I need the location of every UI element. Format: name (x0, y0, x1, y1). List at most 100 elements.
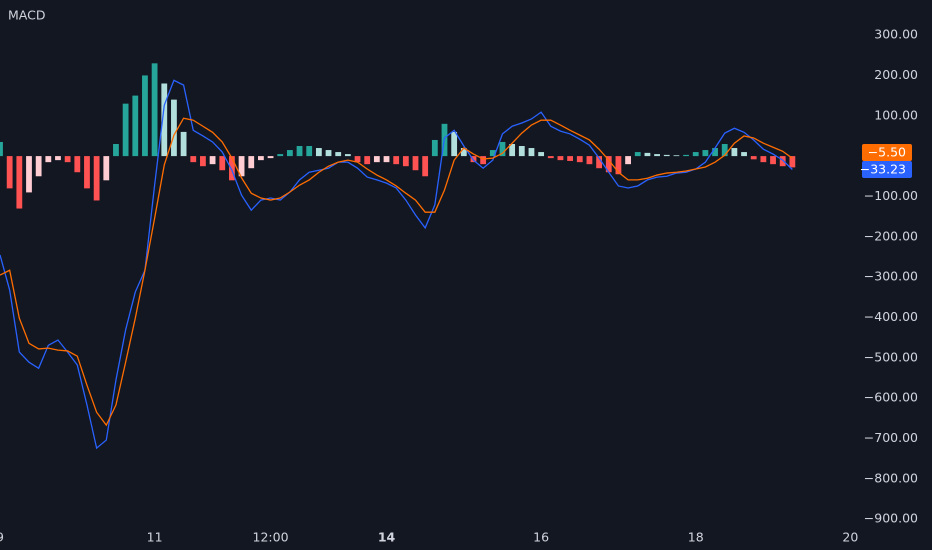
y-tick-label: 100.00 (874, 107, 918, 122)
histogram-bar (151, 63, 158, 157)
histogram-bar (286, 150, 293, 157)
histogram-bar (219, 156, 226, 171)
histogram-bar (6, 156, 13, 189)
histogram-bar (789, 156, 796, 168)
histogram-bar (557, 156, 564, 161)
histogram-bar (567, 156, 574, 161)
histogram-bar (113, 144, 119, 157)
histogram-bar (692, 152, 699, 157)
histogram-bar (547, 156, 554, 159)
histogram-bar (683, 154, 689, 157)
histogram-bar (344, 154, 351, 157)
price-tag-label: −33.23 (860, 162, 906, 177)
histogram-bar (460, 148, 467, 157)
y-tick-label: 200.00 (874, 67, 918, 82)
y-tick-label: −900.00 (864, 511, 918, 526)
histogram-bar (615, 156, 622, 175)
histogram-bar (499, 141, 506, 157)
histogram-bar (586, 156, 593, 165)
histogram-bar (509, 144, 516, 157)
histogram-bar (190, 156, 197, 163)
y-tick-label: −600.00 (864, 390, 918, 405)
histogram-bar (171, 99, 177, 157)
histogram-bar (55, 156, 61, 161)
y-tick-label: −500.00 (864, 349, 918, 364)
histogram-bar (16, 156, 23, 209)
histogram-bar (26, 156, 32, 193)
histogram-bar (383, 156, 390, 163)
line (0, 117, 793, 427)
histogram-bar (74, 156, 81, 173)
histogram-bar (161, 83, 168, 157)
histogram-bar (779, 156, 786, 167)
histogram-bar (45, 156, 52, 163)
x-tick-label: 12:00 (253, 530, 289, 545)
histogram-bar (238, 156, 245, 177)
histogram-bar (180, 131, 187, 157)
histogram-bar (258, 156, 264, 161)
chart-title: MACD (8, 8, 45, 23)
histogram-bar (431, 139, 438, 157)
histogram-bar (451, 131, 458, 157)
x-tick-label: 11 (147, 530, 163, 545)
x-tick-label: 18 (688, 530, 704, 545)
line (0, 79, 793, 450)
y-tick-label: −200.00 (864, 228, 918, 243)
histogram-bar (296, 146, 303, 157)
x-tick-label: 9 (0, 530, 4, 545)
histogram-bar (654, 154, 660, 157)
price-tag (862, 161, 912, 179)
histogram-bar (325, 150, 332, 157)
histogram-bar (605, 156, 612, 173)
histogram-bar (373, 156, 380, 163)
histogram-bar (103, 156, 110, 181)
histogram-bar (306, 146, 313, 157)
histogram-bar (625, 156, 631, 165)
histogram-bar (335, 152, 342, 157)
histogram-bar (354, 156, 361, 163)
histogram-bar (673, 155, 680, 157)
histogram-bar (663, 154, 670, 157)
histogram-bar (741, 152, 747, 157)
x-tick-label: 16 (533, 530, 549, 545)
histogram-bar (721, 144, 728, 157)
histogram-bar (731, 148, 738, 157)
y-tick-label: −800.00 (864, 470, 918, 485)
histogram-bar (538, 152, 545, 157)
histogram-bar (634, 152, 641, 157)
histogram-bar (644, 152, 651, 157)
histogram-bar (402, 156, 409, 167)
histogram-bar (93, 156, 100, 201)
histogram-bar (248, 156, 255, 169)
histogram-bar (412, 156, 419, 171)
price-tag (862, 144, 912, 162)
histogram-bar (422, 156, 429, 177)
histogram-bar (35, 156, 42, 177)
x-tick-label: 14 (378, 530, 396, 545)
price-tag-label: −5.50 (868, 145, 906, 160)
histogram-bar (267, 156, 274, 159)
histogram-bar (122, 103, 129, 157)
histogram-bar (142, 75, 148, 157)
histogram-bar (760, 156, 767, 163)
y-tick-label: 300.00 (874, 27, 918, 42)
histogram-bar (84, 156, 90, 189)
x-tick-label: 20 (842, 530, 858, 545)
histogram-bar (702, 150, 709, 157)
y-tick-label: −700.00 (864, 430, 918, 445)
histogram-bar (277, 154, 284, 157)
histogram-bar (315, 148, 322, 157)
histogram-bar (393, 156, 400, 165)
histogram-bar (489, 150, 496, 157)
histogram-bar (229, 156, 235, 181)
histogram-bar (770, 156, 776, 165)
histogram-bar (64, 156, 71, 163)
histogram-bar (480, 156, 487, 165)
histogram-bar (0, 141, 3, 157)
y-tick-label: −100.00 (864, 188, 918, 203)
histogram-bar (518, 146, 525, 157)
histogram-bar (364, 156, 371, 165)
histogram-bar (750, 156, 757, 160)
y-tick-label: −300.00 (864, 269, 918, 284)
